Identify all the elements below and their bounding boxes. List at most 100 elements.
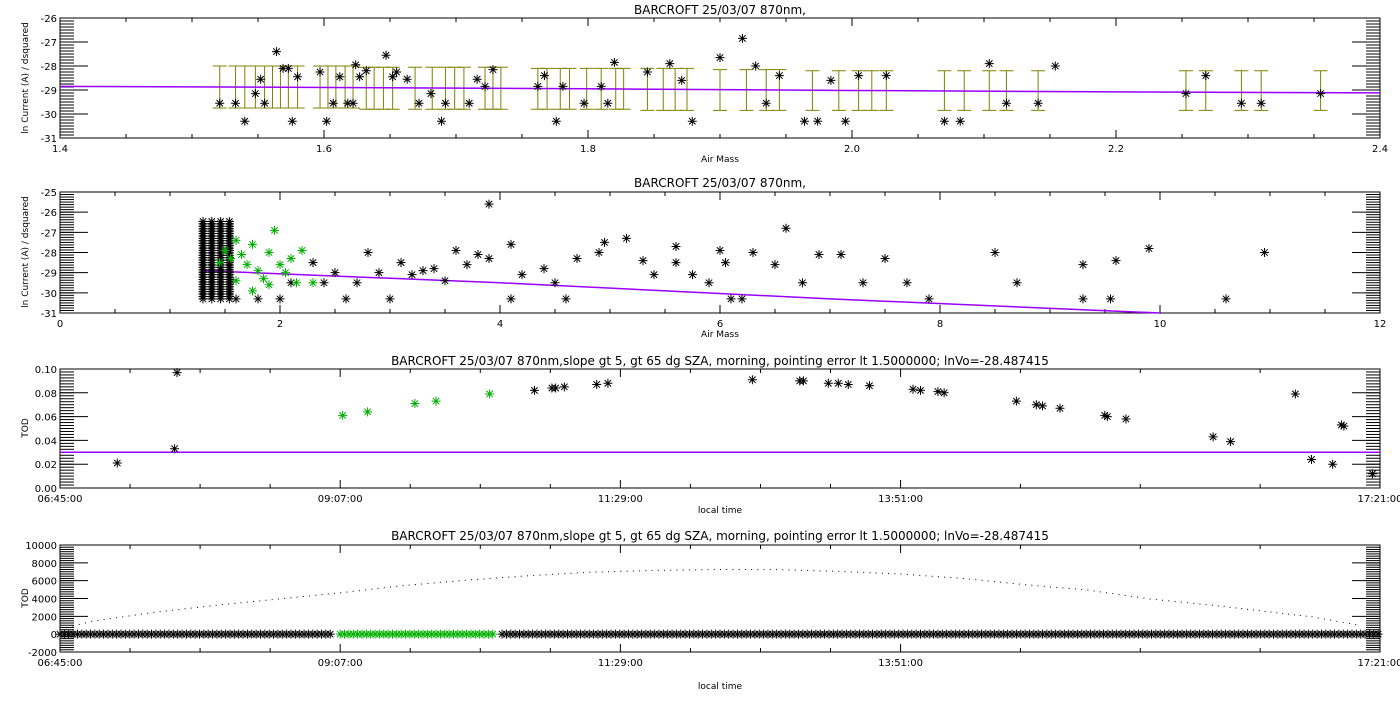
data-dot	[1143, 597, 1145, 599]
data-point	[293, 72, 303, 82]
data-dot	[421, 583, 423, 585]
data-dot	[358, 590, 360, 592]
data-point	[352, 278, 362, 288]
data-point	[330, 268, 340, 278]
data-dot	[744, 569, 746, 571]
data-dot	[190, 607, 192, 609]
data-point	[392, 67, 402, 77]
data-point	[385, 294, 395, 304]
panel-tod-full: BARCROFT 25/03/07 870nm,slope gt 5, gt 6…	[21, 529, 1400, 692]
data-dot	[1180, 601, 1182, 603]
data-point	[278, 63, 288, 73]
data-dot	[825, 570, 827, 572]
data-point	[770, 260, 780, 270]
data-point	[858, 278, 868, 288]
data-dot	[1006, 582, 1008, 584]
data-dot	[290, 597, 292, 599]
data-dot	[1018, 583, 1020, 585]
data-point	[881, 71, 891, 81]
data-dot	[1342, 621, 1344, 623]
data-dot	[937, 576, 939, 578]
x-tick-label: 6	[717, 319, 723, 330]
data-point	[813, 116, 823, 126]
data-dot	[1112, 593, 1114, 595]
data-point	[488, 65, 498, 75]
data-point	[287, 116, 297, 126]
data-dot	[1081, 589, 1083, 591]
data-dot	[838, 570, 840, 572]
data-point	[721, 258, 730, 268]
data-dot	[1087, 589, 1089, 591]
data-point	[341, 294, 351, 304]
panel-1-title: BARCROFT 25/03/07 870nm,	[634, 3, 806, 17]
data-point	[902, 278, 912, 288]
data-dot	[284, 597, 286, 599]
data-dot	[1068, 587, 1070, 589]
data-point	[1078, 294, 1088, 304]
data-dot	[1330, 619, 1332, 621]
data-point	[1106, 294, 1115, 304]
data-dot	[645, 570, 647, 572]
data-point	[579, 98, 589, 108]
data-dot	[794, 569, 796, 571]
y-tick-label: 0	[51, 630, 57, 641]
data-dot	[333, 592, 335, 594]
data-point	[1038, 401, 1048, 411]
data-dot	[446, 581, 448, 583]
y-tick-label: -26	[41, 208, 57, 219]
data-point	[343, 98, 353, 108]
data-point	[915, 385, 925, 395]
panel-airmass-zoom: BARCROFT 25/03/07 870nm, Air Mass ln Cur…	[21, 3, 1388, 165]
data-point	[253, 294, 263, 304]
data-point	[170, 444, 180, 454]
data-point	[1050, 61, 1060, 71]
data-point	[1208, 432, 1218, 442]
data-point	[381, 50, 391, 60]
data-point	[908, 384, 918, 394]
data-dot	[551, 573, 553, 575]
data-point	[1001, 98, 1011, 108]
data-point	[558, 81, 568, 91]
data-dot	[682, 569, 684, 571]
panel-3-title: BARCROFT 25/03/07 870nm,slope gt 5, gt 6…	[391, 354, 1049, 368]
data-dot	[165, 610, 167, 612]
data-point	[539, 264, 549, 274]
x-tick-label: 4	[497, 319, 503, 330]
plot-frame	[59, 368, 1381, 489]
data-point	[480, 81, 490, 91]
y-tick-label: 6000	[32, 577, 57, 588]
x-tick-label: 11:29:00	[598, 494, 643, 505]
data-dot	[1293, 614, 1295, 616]
data-point	[533, 81, 543, 91]
y-tick-label: 0.08	[35, 389, 57, 400]
data-point	[396, 258, 406, 268]
data-point	[609, 57, 619, 67]
data-dot	[720, 569, 721, 571]
data-dot	[751, 569, 753, 571]
data-point	[1111, 256, 1121, 266]
y-tick-label: -30	[41, 289, 57, 300]
data-point	[355, 72, 365, 82]
data-point	[231, 98, 241, 108]
data-dot	[1229, 606, 1231, 608]
data-point	[933, 387, 943, 397]
data-dot	[1099, 591, 1101, 593]
data-dot	[595, 571, 597, 573]
data-dot	[1252, 609, 1254, 611]
x-tick-label: 1.6	[316, 144, 332, 155]
data-dot	[1264, 610, 1266, 612]
panel-2-ylabel: ln Current (A) / dsquared	[21, 196, 31, 308]
data-point	[843, 379, 853, 389]
y-tick-label: 0.06	[35, 413, 57, 424]
data-dot	[601, 571, 603, 573]
data-dot	[1130, 595, 1132, 597]
data-dot	[981, 579, 983, 581]
data-dot	[1186, 602, 1188, 604]
data-point	[671, 258, 681, 268]
data-point	[348, 98, 358, 108]
data-dot	[1276, 612, 1278, 614]
data-point	[322, 116, 332, 126]
data-point	[436, 116, 446, 126]
data-dot	[495, 577, 497, 579]
data-dot	[807, 569, 809, 571]
